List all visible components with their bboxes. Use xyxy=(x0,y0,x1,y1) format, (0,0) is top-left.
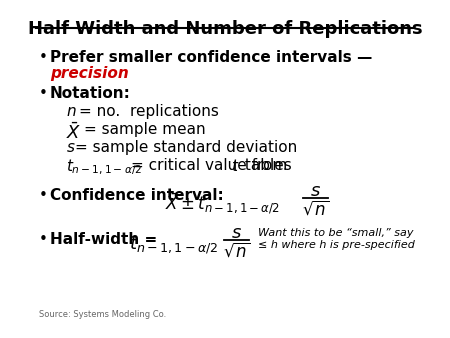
Text: Want this to be “small,” say
≤ h where h is pre-specified: Want this to be “small,” say ≤ h where h… xyxy=(258,228,415,249)
Text: $\sqrt{n}$: $\sqrt{n}$ xyxy=(302,200,329,219)
Text: $\bar{X} \pm t_{n-1,1-\alpha/2}$: $\bar{X} \pm t_{n-1,1-\alpha/2}$ xyxy=(165,192,280,217)
Text: $\sqrt{n}$: $\sqrt{n}$ xyxy=(223,242,250,261)
Text: Prefer smaller confidence intervals —: Prefer smaller confidence intervals — xyxy=(50,50,372,65)
Text: •: • xyxy=(39,232,48,247)
Text: $t_{n-1,1-\alpha/2}$: $t_{n-1,1-\alpha/2}$ xyxy=(129,234,218,256)
Text: Notation:: Notation: xyxy=(50,86,131,101)
Text: = sample mean: = sample mean xyxy=(84,122,206,137)
Text: Confidence interval:: Confidence interval: xyxy=(50,188,224,203)
Text: $t_{n-1,1-\alpha/2}$: $t_{n-1,1-\alpha/2}$ xyxy=(66,158,142,177)
Text: $s$: $s$ xyxy=(310,182,321,200)
Text: = sample standard deviation: = sample standard deviation xyxy=(75,140,297,155)
Text: Half Width and Number of Replications: Half Width and Number of Replications xyxy=(28,20,422,38)
Text: •: • xyxy=(39,50,48,65)
Text: precision: precision xyxy=(50,66,129,81)
Text: •: • xyxy=(39,188,48,203)
Text: Source: Systems Modeling Co.: Source: Systems Modeling Co. xyxy=(39,310,166,319)
Text: = critical value from: = critical value from xyxy=(130,158,292,173)
Text: $s$: $s$ xyxy=(66,140,76,155)
Text: $n$: $n$ xyxy=(66,104,76,119)
Text: $s$: $s$ xyxy=(231,224,242,242)
Text: $\bar{X}$: $\bar{X}$ xyxy=(66,122,81,143)
Text: tables: tables xyxy=(240,158,292,173)
Text: •: • xyxy=(39,86,48,101)
Text: $t$: $t$ xyxy=(231,158,240,174)
Text: = no.  replications: = no. replications xyxy=(79,104,219,119)
Text: Half-width =: Half-width = xyxy=(50,232,157,247)
